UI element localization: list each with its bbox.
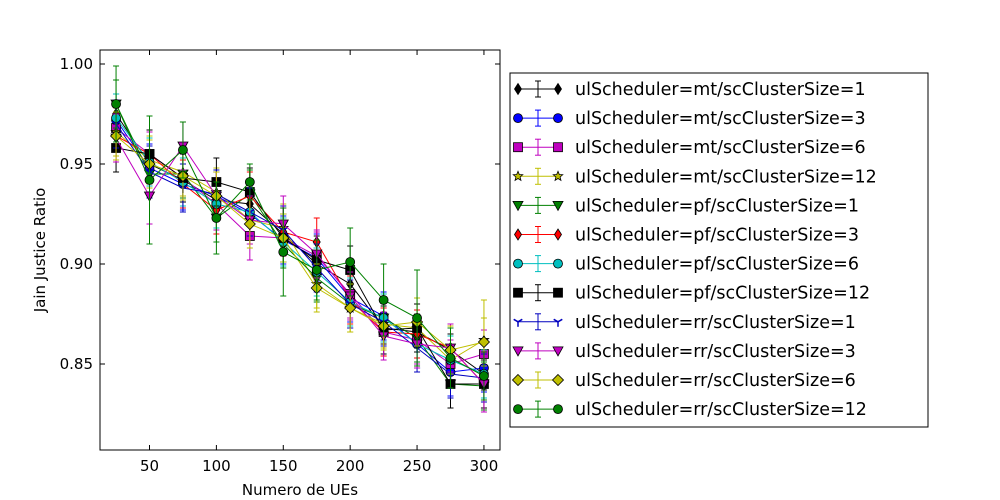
data-point [243,217,256,231]
y-axis-label: Jain Justice Ratio [31,188,49,314]
y-tick-label: 0.95 [60,155,93,173]
x-axis-ticks: 50 100 150 200 250 300 [140,50,498,475]
legend-entry: ulScheduler=mt/scClusterSize=6 [513,138,866,158]
legend-marker [553,318,563,327]
legend-marker [551,373,565,387]
legend-marker [512,170,524,182]
legend-label: ulScheduler=rr/scClusterSize=12 [575,400,867,420]
legend-label: ulScheduler=pf/scClusterSize=1 [575,196,859,216]
y-tick-label: 0.85 [60,355,93,373]
legend-marker [513,404,523,415]
data-point [144,175,155,185]
legend-marker [511,373,525,387]
data-point [477,335,491,349]
legend-marker [512,200,524,212]
legend-marker [512,346,524,357]
legend-entry: ulScheduler=pf/scClusterSize=12 [513,284,870,304]
data-point [244,177,255,187]
x-tick-label: 150 [269,457,298,475]
x-tick-label: 300 [470,457,499,475]
data-point [311,265,322,275]
legend-marker [513,142,523,153]
legend-marker [552,170,564,182]
x-tick-label: 200 [336,457,365,475]
legend-entry: ulScheduler=mt/scClusterSize=3 [513,109,866,129]
legend-marker [513,287,523,298]
legend-marker [513,318,523,327]
legend-label: ulScheduler=pf/scClusterSize=3 [575,226,859,246]
data-point [344,301,357,315]
data-point [479,371,489,381]
legend-label: ulScheduler=rr/scClusterSize=1 [575,313,856,333]
series-layer [109,65,491,413]
legend-marker [514,82,522,96]
legend-entry: ulScheduler=mt/scClusterSize=1 [514,80,866,100]
legend-label: ulScheduler=pf/scClusterSize=6 [575,255,859,275]
legend-frame [509,72,929,428]
data-point [345,257,356,267]
legend-marker [553,404,563,415]
legend-entry: ulScheduler=rr/scClusterSize=3 [512,342,856,362]
axes-frame [99,49,501,451]
legend-entry: ulScheduler=rr/scClusterSize=6 [511,371,856,391]
series-line [115,135,485,351]
series-line [115,103,485,377]
legend-label: ulScheduler=mt/scClusterSize=3 [575,109,866,129]
plot-area: 50 100 150 200 250 300 0.85 0.90 0.95 1.00 [60,49,501,475]
y-axis-ticks: 0.85 0.90 0.95 1.00 [60,55,500,373]
series-6 [112,111,488,409]
data-point [178,145,188,155]
series-line [115,123,485,379]
legend-entry: ulScheduler=rr/scClusterSize=1 [513,313,856,333]
data-point [111,99,121,109]
y-tick-label: 0.90 [60,255,93,273]
legend-entries: ulScheduler=mt/scClusterSize=1 ulSchedule… [511,80,877,420]
series-line [115,103,484,387]
legend-label: ulScheduler=mt/scClusterSize=1 [575,80,866,100]
series-5 [110,79,490,411]
series-12 [111,65,489,401]
series-line [115,131,485,361]
series-line [115,119,485,373]
legend-marker [553,113,563,123]
legend-label: ulScheduler=mt/scClusterSize=12 [575,167,877,187]
legend-entry: ulScheduler=pf/scClusterSize=3 [514,226,859,246]
series-line [115,113,485,375]
legend-entry: ulScheduler=mt/scClusterSize=12 [512,167,877,187]
legend-label: ulScheduler=mt/scClusterSize=6 [575,138,866,158]
series-4 [110,107,490,385]
legend-marker [553,287,563,298]
legend-marker [513,113,523,123]
legend-label: ulScheduler=pf/scClusterSize=12 [575,284,870,304]
data-point [412,313,422,323]
legend-marker [554,228,562,241]
legend-marker [553,142,563,153]
x-axis-label: Numero de UEs [242,481,358,499]
series-line [115,117,485,375]
data-point [378,295,389,305]
legend-marker [552,200,564,212]
legend-marker [514,228,522,241]
data-point [445,353,456,363]
legend-label: ulScheduler=rr/scClusterSize=3 [575,342,856,362]
legend-entry: ulScheduler=pf/scClusterSize=6 [513,255,859,275]
legend: ulScheduler=mt/scClusterSize=1 ulSchedule… [509,72,929,428]
y-tick-label: 1.00 [60,55,93,73]
series-11 [109,111,491,375]
data-point [211,213,222,223]
x-tick-label: 100 [202,457,231,475]
legend-entry: ulScheduler=pf/scClusterSize=1 [512,196,859,216]
legend-marker [554,82,562,96]
data-point [278,247,289,257]
x-tick-label: 50 [140,457,159,475]
x-tick-label: 250 [403,457,432,475]
legend-label: ulScheduler=rr/scClusterSize=6 [575,371,856,391]
legend-marker [552,346,564,357]
legend-marker [553,258,563,269]
legend-marker [513,258,523,269]
legend-entry: ulScheduler=rr/scClusterSize=12 [513,400,867,420]
